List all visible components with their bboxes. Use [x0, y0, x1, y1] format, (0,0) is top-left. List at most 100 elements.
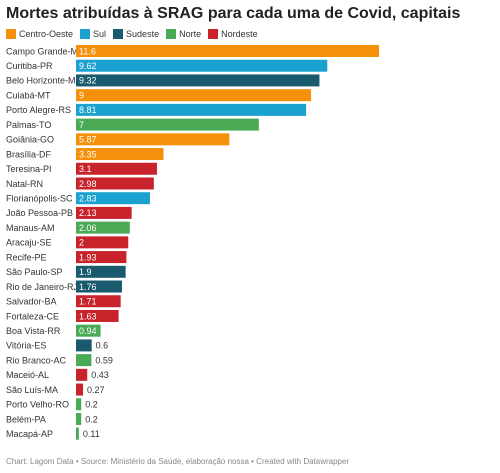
bar — [76, 368, 88, 381]
bar — [76, 324, 101, 337]
legend-label: Sul — [93, 29, 107, 39]
bar — [76, 74, 320, 87]
category-label: Manaus-AM — [6, 223, 55, 233]
category-label: Maceió-AL — [6, 370, 49, 380]
bar — [76, 148, 164, 161]
value-label: 2.98 — [79, 179, 97, 189]
category-label: Macapá-AP — [6, 429, 53, 439]
legend-swatch — [113, 29, 124, 39]
category-label: Curitiba-PR — [6, 61, 53, 71]
bar — [76, 427, 79, 440]
legend-item: Sul — [80, 29, 106, 39]
bar — [76, 103, 307, 116]
value-label: 0.2 — [85, 400, 98, 410]
legend-swatch — [80, 29, 91, 39]
value-label: 1.71 — [79, 297, 97, 307]
bar — [76, 45, 379, 57]
category-label: Aracaju-SE — [6, 238, 52, 248]
value-label: 3.35 — [79, 149, 97, 159]
category-label: Brasília-DF — [6, 149, 52, 159]
bar — [76, 59, 328, 72]
category-label: Rio Branco-AC — [6, 355, 67, 365]
category-label: Teresina-PI — [6, 164, 52, 174]
value-label: 8.81 — [79, 105, 97, 115]
value-label: 9.32 — [79, 76, 97, 86]
value-label: 1.9 — [79, 267, 92, 277]
legend-swatch — [166, 29, 177, 39]
bar — [76, 354, 92, 367]
bar — [76, 192, 150, 205]
value-label: 7 — [79, 120, 84, 130]
bar — [76, 236, 129, 249]
bar — [76, 118, 259, 131]
legend-item: Sudeste — [113, 29, 159, 39]
legend-item: Nordeste — [208, 29, 258, 39]
value-label: 0.2 — [85, 414, 98, 424]
value-label: 9 — [79, 90, 84, 100]
value-label: 0.27 — [87, 385, 105, 395]
category-label: Campo Grande-MS — [6, 46, 84, 56]
bar — [76, 206, 132, 219]
bar — [76, 89, 312, 102]
category-label: Recife-PE — [6, 252, 47, 262]
value-label: 2.83 — [79, 194, 97, 204]
legend-label: Centro-Oeste — [19, 29, 74, 39]
value-label: 0.6 — [96, 341, 109, 351]
category-label: Porto Alegre-RS — [6, 105, 71, 115]
legend-label: Nordeste — [221, 29, 258, 39]
category-label: Belém-PA — [6, 414, 46, 424]
value-label: 2 — [79, 238, 84, 248]
category-label: São Luís-MA — [6, 385, 58, 395]
category-label: Salvador-BA — [6, 297, 57, 307]
legend-item: Norte — [166, 29, 201, 39]
value-label: 9.62 — [79, 61, 97, 71]
category-label: Porto Velho-RO — [6, 400, 69, 410]
value-label: 0.11 — [83, 429, 100, 439]
legend-item: Centro-Oeste — [6, 29, 73, 39]
bar — [76, 221, 130, 234]
value-label: 2.06 — [79, 223, 97, 233]
bar — [76, 162, 157, 175]
bar — [76, 133, 230, 146]
bar — [76, 339, 92, 352]
value-label: 5.87 — [79, 135, 97, 145]
chart-title: Mortes atribuídas à SRAG para cada uma d… — [6, 5, 461, 22]
legend-label: Sudeste — [126, 29, 160, 39]
category-label: Rio de Janeiro-RJ — [6, 282, 78, 292]
value-label: 3.1 — [79, 164, 92, 174]
category-label: São Paulo-SP — [6, 267, 63, 277]
value-label: 11.6 — [79, 46, 96, 56]
legend-swatch — [208, 29, 219, 39]
category-label: Cuiabá-MT — [6, 90, 51, 100]
bar — [76, 383, 84, 396]
category-label: João Pessoa-PB — [6, 208, 73, 218]
category-label: Goiânia-GO — [6, 135, 54, 145]
value-label: 1.76 — [79, 282, 97, 292]
bar — [76, 280, 122, 293]
value-label: 0.43 — [91, 370, 109, 380]
value-label: 1.63 — [79, 311, 97, 321]
category-label: Natal-RN — [6, 179, 43, 189]
legend-label: Norte — [179, 29, 202, 39]
bar — [76, 398, 82, 411]
legend-swatch — [6, 29, 16, 39]
value-label: 1.93 — [79, 252, 97, 262]
value-label: 2.13 — [79, 208, 97, 218]
category-label: Vitória-ES — [6, 341, 46, 351]
bar — [76, 295, 121, 308]
value-label: 0.59 — [95, 355, 113, 365]
value-label: 0.94 — [79, 326, 97, 336]
chart-footer: Chart: Lagom Data • Source: Ministério d… — [6, 457, 350, 466]
category-label: Boa Vista-RR — [6, 326, 61, 336]
bar — [76, 309, 119, 322]
legend: Centro-Oeste Sul Sudeste Norte Nordeste — [6, 28, 265, 40]
category-label: Florianópolis-SC — [6, 194, 73, 204]
bar — [76, 251, 127, 264]
bar — [76, 265, 126, 278]
bar — [76, 413, 82, 425]
category-label: Palmas-TO — [6, 120, 51, 130]
category-label: Belo Horizonte-MG — [6, 76, 83, 86]
bar — [76, 177, 154, 190]
category-label: Fortaleza-CE — [6, 311, 59, 321]
